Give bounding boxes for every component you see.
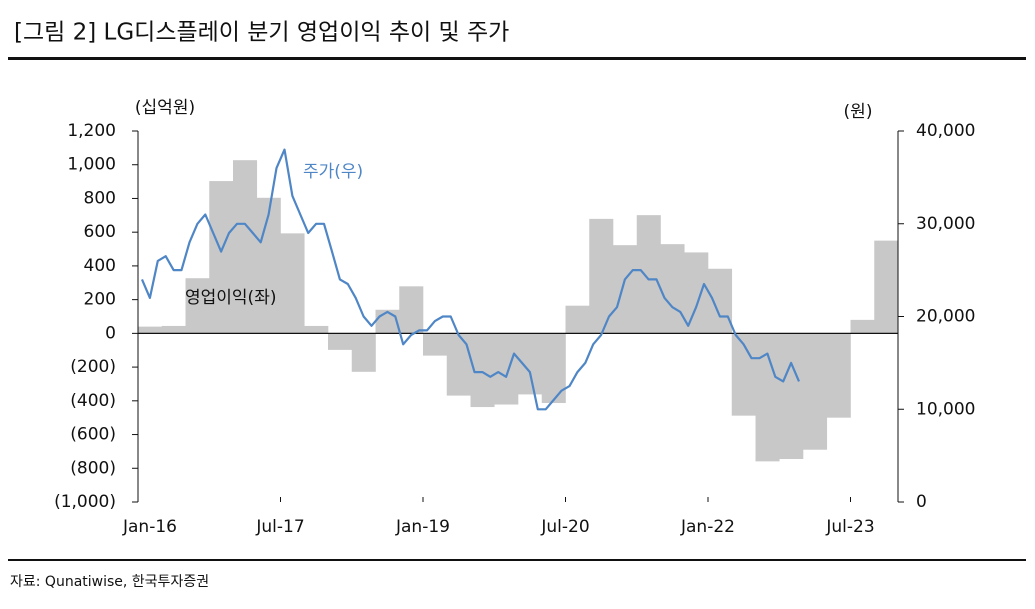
bar <box>446 333 471 396</box>
bar <box>850 319 875 334</box>
bar <box>708 268 733 334</box>
title-rule <box>8 57 1026 60</box>
source-rule <box>8 559 1026 561</box>
series-label: 영업이익(좌) <box>185 288 276 308</box>
y-tick-label: 600 <box>84 222 116 242</box>
bar <box>423 333 448 356</box>
y2-tick-label: 30,000 <box>916 214 975 234</box>
y-tick-label: (600) <box>70 425 116 445</box>
bar <box>304 325 329 334</box>
chart-title: [그림 2] LG디스플레이 분기 영업이익 추이 및 주가 <box>14 20 509 46</box>
y-tick-label: (800) <box>70 458 116 478</box>
bar <box>660 244 685 334</box>
bar <box>256 197 281 334</box>
bar <box>803 333 828 450</box>
y-tick-label: 0 <box>105 323 116 343</box>
bar <box>874 240 899 334</box>
bar <box>565 305 590 334</box>
y2-tick-label: 40,000 <box>916 121 975 141</box>
y2-tick-label: 0 <box>916 492 927 512</box>
y-axis-label: (십억원) <box>135 98 195 118</box>
price-line <box>140 148 801 411</box>
x-tick-label: Jan-16 <box>122 517 177 537</box>
y2-tick-label: 20,000 <box>916 307 975 327</box>
y2-axis-label: (원) <box>844 102 873 122</box>
bar <box>351 333 376 372</box>
source: 자료: Qunatiwise, 한국투자증권 <box>10 574 209 590</box>
bar <box>209 181 234 334</box>
bar <box>613 245 638 334</box>
y-tick-label: 200 <box>84 290 116 310</box>
y-tick-label: (1,000) <box>54 492 116 512</box>
x-tick-label: Jan-19 <box>395 517 450 537</box>
bar <box>684 252 709 334</box>
bar <box>494 333 519 405</box>
x-tick-label: Jul-17 <box>255 517 304 537</box>
bar <box>280 233 305 334</box>
bar <box>399 286 424 334</box>
y-tick-label: 1,200 <box>67 121 116 141</box>
bar <box>541 333 566 404</box>
y-tick-label: 800 <box>84 188 116 208</box>
y-tick-label: (200) <box>70 357 116 377</box>
bar <box>779 333 804 459</box>
x-tick-label: Jul-20 <box>540 517 589 537</box>
x-tick-label: Jul-23 <box>825 517 874 537</box>
bar <box>185 278 210 334</box>
y-tick-label: (400) <box>70 391 116 411</box>
bar <box>636 215 661 334</box>
x-tick-label: Jan-22 <box>680 517 735 537</box>
series-label: 주가(우) <box>303 162 363 182</box>
y2-tick-label: 10,000 <box>916 399 975 419</box>
bar <box>233 160 258 334</box>
bar <box>589 218 614 334</box>
y-tick-label: 1,000 <box>67 155 116 175</box>
y-tick-label: 400 <box>84 256 116 276</box>
bar <box>731 333 756 416</box>
bar <box>161 325 186 334</box>
bar <box>826 333 851 418</box>
bar <box>138 326 163 334</box>
bar <box>328 333 353 350</box>
